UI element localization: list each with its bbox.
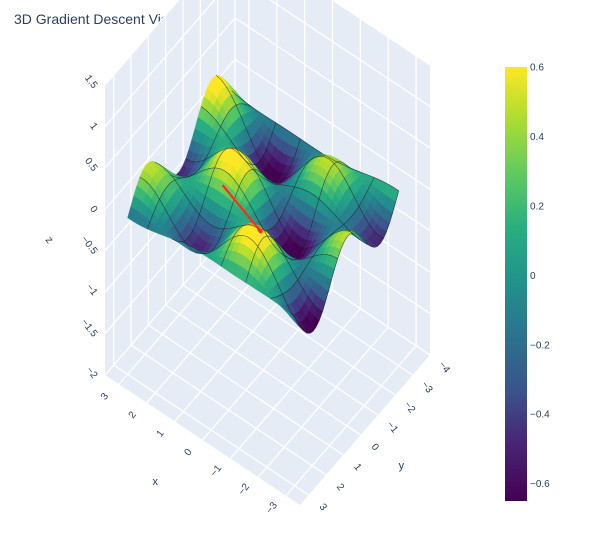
surface-contour-line [216,75,384,239]
colorbar-tick-label: −0.4 [530,410,550,421]
z-tick-label: 1.5 [82,73,99,91]
z-axis-ticks: −2 −1.5 −1 −0.5 0 0.5 1 1.5 [78,73,99,381]
grid-z-wall-b [234,17,431,149]
y-tick-label: −3 [419,380,435,396]
surface-contour-line [231,90,399,192]
grid-z-wall-a [104,0,180,86]
y-tick-label: 1 [351,462,363,474]
grid-y-floor [199,264,396,396]
surface-contour-line [220,154,326,267]
z-tick-label: 0 [87,204,99,216]
z-tick-label: −0.5 [78,234,99,257]
surface-contours [139,75,399,334]
surface-contour-line [154,161,323,313]
x-tick-label: −2 [236,481,252,497]
descent-path [221,184,263,234]
grid-y-floor [113,364,310,496]
colorbar-tick-label: −0.2 [530,340,550,351]
grid-z-wall-b [234,58,431,190]
surface-contour-line [139,176,308,334]
colorbar-tick-label: 0.4 [530,132,544,143]
y-tick-label: −4 [436,360,452,376]
grid-z-wall-b [269,0,431,107]
surface-contour-line [294,190,399,334]
x-tick-label: 1 [155,428,167,440]
x-tick-label: −1 [209,463,225,479]
colorbar-tick-label: 0 [530,271,536,282]
grid-x-floor [257,326,389,478]
surface-contour-line [245,161,350,283]
x-tick-label: 0 [182,447,194,459]
z-axis-title: z [43,234,56,246]
surface-contour-line [170,167,338,261]
surface-contour-line [185,147,354,249]
surface-contour-line [200,106,369,245]
x-tick-label: −3 [264,500,280,516]
surface-contour-line [270,177,375,299]
surface-contour-line [171,122,277,243]
y-axis-title: y [399,460,405,472]
colorbar-bar [505,67,527,501]
grid-y-floor [147,324,344,456]
x-tick-label: 3 [99,391,111,403]
x-tick-label: 2 [127,409,139,421]
z-tick-label: 0.5 [82,156,99,174]
y-tick-label: 2 [334,482,346,494]
grid-y-floor [165,304,362,436]
colorbar-tick-label: 0.2 [530,201,544,212]
grid-z-wall-b [331,0,431,66]
y-tick-label: −1 [384,420,400,436]
grid-z-wall-a [104,0,216,127]
colorbar-tick-label: 0.6 [530,63,544,74]
descent-path-point [259,229,263,234]
z-tick-label: −1 [84,282,100,298]
z-tick-label: 1 [87,121,99,133]
x-axis-title: x [153,476,159,488]
y-tick-label: 3 [317,502,329,514]
surface-contour-line [147,103,252,230]
z-tick-label: −1.5 [78,317,99,340]
grid-z-wall-a [104,17,236,169]
grid-x-floor [285,345,417,497]
colorbar: 0.6 0.4 0.2 0 −0.2 −0.4 −0.6 [505,63,550,501]
y-tick-label: 0 [369,442,381,454]
colorbar-tick-label: −0.6 [530,479,550,490]
grid-x-floor [229,308,361,459]
y-tick-label: −2 [401,400,417,416]
grid-y-floor [130,344,327,476]
z-tick-label: −2 [84,365,100,381]
grid-y-floor [182,284,379,416]
surface-contour-line [196,138,301,254]
